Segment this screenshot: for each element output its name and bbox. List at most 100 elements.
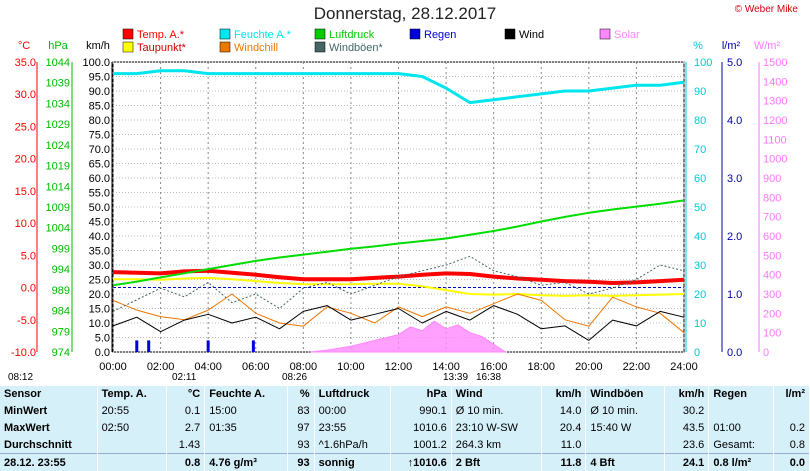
wind-tick-label: 35.0 (89, 246, 110, 258)
wind-tick-label: 75.0 (89, 130, 110, 142)
stats-row: MinWert 20:55 0.1 15:00 83 00:00 990.1 Ø 10 min… (0, 402, 810, 420)
legend-label: Windböen* (329, 42, 384, 54)
weather-chart: 00:00 02:00 04:00 06:00 08:00 10:00 12:00 14:00… (11, 28, 787, 373)
legend-swatch (122, 28, 134, 40)
stats-cell: Ø 10 min. (451, 402, 543, 420)
stats-cell (708, 402, 774, 420)
legend-label: Regen (424, 29, 456, 41)
stats-cell: 0.8 l/m² (708, 453, 774, 471)
stats-header-cell: % (287, 386, 315, 403)
pressure-axis-label: hPa (48, 40, 68, 52)
legend-label: Temp. A.* (137, 29, 185, 41)
rain-tick-label: 4.0 (727, 115, 742, 127)
pressure-tick-label: 1014 (46, 181, 70, 193)
humidity-tick-label: 60 (694, 173, 706, 185)
solar-tick-label: 1500 (763, 57, 787, 69)
stats-cell: 990.1 (390, 402, 452, 420)
wind-tick-label: 70.0 (89, 144, 110, 156)
stats-cell: 20:55 (97, 402, 167, 420)
stats-cell: 2 Bft (451, 453, 543, 471)
wind-tick-label: 45.0 (89, 217, 110, 229)
rain-axis-label: l/m² (722, 40, 741, 52)
rain-bar (147, 340, 151, 352)
wind-tick-label: 95.0 (89, 72, 110, 84)
wind-tick-label: 0.0 (95, 347, 110, 359)
temp-tick-label: 10.0 (15, 218, 36, 230)
stats-cell: 1.43 (166, 436, 206, 454)
stats-cell: 28.12. 23:55 (0, 453, 98, 471)
stats-cell (585, 436, 666, 454)
wind-tick-label: 10.0 (89, 318, 110, 330)
legend-swatch (219, 28, 231, 40)
stats-cell: 43.5 (664, 419, 710, 437)
temp-tick-label: -10.0 (11, 347, 36, 359)
stats-cell: 97 (287, 419, 315, 437)
sunset-time: 16:38 (476, 372, 502, 383)
wind-tick-label: 30.0 (89, 260, 110, 272)
x-tick-label: 14:00 (432, 361, 460, 373)
series-line-1 (113, 276, 685, 297)
humidity-tick-label: 90 (694, 86, 706, 98)
stats-cell: 01:35 (204, 419, 288, 437)
stats-row: MaxWert 02:50 2.7 01:35 97 23:55 1010.6 23:10 W… (0, 419, 810, 437)
legend-label: Windchill (234, 42, 278, 54)
legend-swatch (409, 28, 421, 40)
solar-tick-label: 1000 (763, 154, 787, 166)
stats-cell: 15:00 (204, 402, 288, 420)
stats-cell: 20.4 (541, 419, 587, 437)
stats-header-cell: Temp. A. (97, 386, 167, 403)
pressure-tick-label: 1009 (46, 202, 70, 214)
stats-cell: 15:40 W (585, 419, 666, 437)
rain-tick-label: 5.0 (727, 57, 742, 69)
stats-row: 28.12. 23:55 0.8 4.76 g/m³ 93 sonnig ↑1010.6 2… (0, 453, 810, 471)
wind-tick-label: 90.0 (89, 86, 110, 98)
solar-tick-label: 400 (763, 270, 781, 282)
legend-swatch (219, 41, 231, 53)
temp-axis-label: °C (18, 40, 30, 52)
solar-tick-label: 800 (763, 192, 781, 204)
x-tick-label: 16:00 (480, 361, 508, 373)
temp-tick-label: 5.0 (21, 250, 36, 262)
chart-legend: Temp. A.* Feuchte A.* Luftdruck Regen Wind So… (122, 28, 640, 54)
pressure-tick-label: 1029 (46, 119, 70, 131)
credit-text: © Weber Mike (734, 4, 798, 15)
solar-tick-label: 700 (763, 212, 781, 224)
pressure-tick-label: 979 (52, 326, 70, 338)
humidity-tick-label: 40 (694, 231, 706, 243)
chart-title: Donnerstag, 28.12.2017 (313, 4, 497, 23)
pressure-tick-label: 1034 (46, 98, 70, 110)
pressure-tick-label: 1024 (46, 140, 70, 152)
legend-label: Solar (614, 29, 640, 41)
sunrise-time: 08:26 (282, 372, 308, 383)
solar-tick-label: 900 (763, 173, 781, 185)
stats-cell: 02:50 (97, 419, 167, 437)
stats-cell: 14.0 (541, 402, 587, 420)
stats-header-row: Sensor Temp. A. °C Feuchte A. % Luftdruc… (0, 386, 810, 403)
stats-cell: 0.2 (773, 419, 810, 437)
solar-tick-label: 1300 (763, 96, 787, 108)
wind-tick-label: 80.0 (89, 115, 110, 127)
pressure-tick-label: 994 (52, 264, 70, 276)
pressure-tick-label: 1044 (46, 57, 70, 69)
x-tick-label: 06:00 (242, 361, 270, 373)
rain-bar (251, 340, 255, 352)
x-tick-label: 22:00 (623, 361, 651, 373)
legend-swatch (122, 41, 134, 53)
stats-header-cell: hPa (390, 386, 452, 403)
stats-row: Durchschnitt 1.43 93 ^1.6hPa/h 1001.2 264.3 k… (0, 436, 810, 454)
stats-cell (97, 453, 167, 471)
stats-cell: 83 (287, 402, 315, 420)
pressure-tick-label: 974 (52, 347, 70, 359)
series-line-0 (112, 268, 685, 285)
stats-cell: Durchschnitt (0, 436, 98, 454)
series-line-4 (112, 293, 685, 334)
solar-tick-label: 100 (763, 328, 781, 340)
wind-tick-label: 55.0 (89, 188, 110, 200)
pressure-tick-label: 989 (52, 285, 70, 297)
moonset-time: 02:11 (172, 372, 197, 383)
stats-cell: 2.7 (166, 419, 206, 437)
wind-tick-label: 40.0 (89, 231, 110, 243)
rain-bar (135, 340, 139, 352)
x-tick-label: 02:00 (147, 361, 175, 373)
stats-cell (97, 436, 167, 454)
